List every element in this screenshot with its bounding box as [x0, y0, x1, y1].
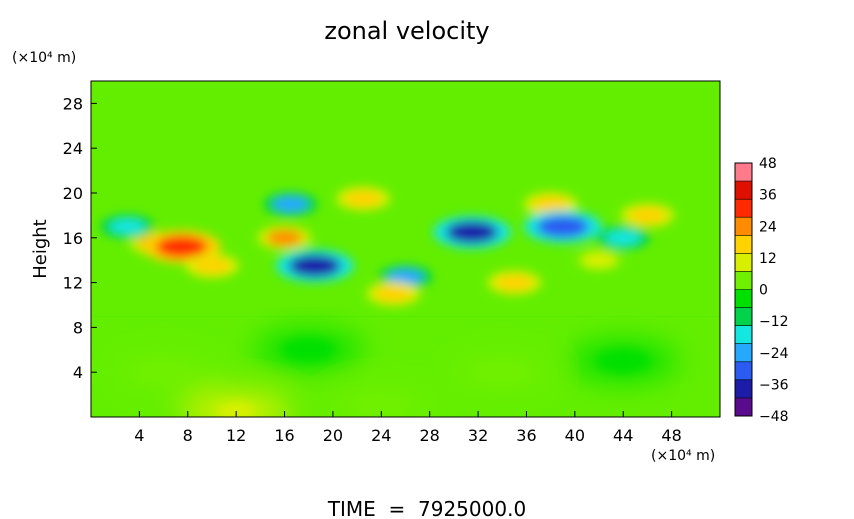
y-axis-label: Height	[30, 219, 51, 279]
time-footer: TIME = 7925000.0	[327, 497, 526, 519]
feature-core	[345, 190, 382, 207]
heatmap-plot-area	[91, 81, 720, 417]
region-band	[91, 81, 720, 193]
colorbar-swatch	[735, 163, 752, 182]
x-tick-label: 44	[613, 426, 633, 445]
colorbar-label: −12	[759, 314, 789, 330]
colorbar-swatch	[735, 235, 752, 254]
x-tick-label: 32	[468, 426, 488, 445]
feature-core	[155, 235, 208, 258]
feature-core	[387, 269, 424, 285]
colorbar-swatch	[735, 361, 752, 380]
y-tick-label: 4	[73, 363, 83, 382]
colorbar-swatch	[735, 199, 752, 218]
lower-wash-spot	[326, 383, 437, 417]
colorbar-label: −24	[759, 346, 789, 362]
x-unit-label: (×10⁴ m)	[651, 448, 715, 464]
colorbar-swatch	[735, 325, 752, 344]
y-tick-label: 12	[63, 274, 83, 293]
colorbar-swatch	[735, 271, 752, 290]
colorbar-swatch	[735, 343, 752, 362]
feature-core	[288, 254, 341, 277]
feature-core	[496, 274, 533, 291]
feature-core	[266, 229, 303, 246]
y-tick-label: 16	[63, 229, 83, 248]
x-tick-label: 12	[226, 426, 246, 445]
feature-core	[446, 221, 499, 244]
colorbar-swatch	[735, 397, 752, 416]
x-tick-label: 40	[565, 426, 585, 445]
x-tick-label: 4	[134, 426, 144, 445]
feature-core	[581, 252, 618, 269]
y-tick-label: 24	[63, 139, 83, 158]
colorbar-label: 24	[759, 219, 777, 235]
x-tick-label: 48	[661, 426, 681, 445]
lower-wash-spot	[253, 327, 364, 372]
feature-core	[109, 218, 146, 235]
colorbar-swatch	[735, 181, 752, 200]
y-tick-label: 8	[73, 318, 83, 337]
x-tick-label: 8	[183, 426, 193, 445]
lower-wash-spot	[447, 350, 558, 395]
colorbar-label: 12	[759, 251, 777, 267]
colorbar: 48 36 24 12 0 −12 −24 −36 −48	[734, 156, 789, 425]
colorbar-label: 48	[759, 156, 777, 172]
colorbar-label: −48	[759, 409, 789, 425]
colorbar-label: 36	[759, 188, 777, 204]
feature-core	[629, 207, 666, 224]
plot-frame	[90, 80, 721, 418]
feature-core	[532, 196, 569, 213]
lower-wash-spot	[181, 389, 292, 417]
lower-wash-spot	[108, 350, 219, 395]
feature-core	[375, 285, 412, 302]
x-tick-label: 24	[371, 426, 391, 445]
y-axis-ticks: 4 8 12 16 20 24 28	[63, 94, 97, 382]
x-tick-label: 16	[274, 426, 294, 445]
heatmap-lower-wash	[108, 327, 679, 417]
feature-core	[536, 215, 589, 238]
y-unit-label: (×10⁴ m)	[12, 50, 76, 66]
colorbar-swatch	[735, 217, 752, 236]
feature-core	[272, 196, 309, 213]
feature-core	[605, 229, 642, 246]
colorbar-swatch	[735, 289, 752, 308]
feature-core	[193, 257, 230, 274]
x-axis-ticks: 4 8 12 16 20 24 28 32 36 40 44 48	[134, 411, 682, 445]
colorbar-label: 0	[759, 283, 768, 299]
chart-title: zonal velocity	[324, 17, 489, 45]
x-tick-label: 28	[420, 426, 440, 445]
lower-wash-spot	[568, 339, 679, 383]
colorbar-swatch	[735, 253, 752, 272]
colorbar-swatch	[735, 379, 752, 398]
colorbar-label: −36	[759, 377, 789, 393]
x-tick-label: 36	[516, 426, 536, 445]
y-tick-label: 28	[63, 94, 83, 113]
y-tick-label: 20	[63, 184, 83, 203]
colorbar-frame	[734, 162, 753, 417]
x-tick-label: 20	[323, 426, 343, 445]
colorbar-swatch	[735, 307, 752, 326]
